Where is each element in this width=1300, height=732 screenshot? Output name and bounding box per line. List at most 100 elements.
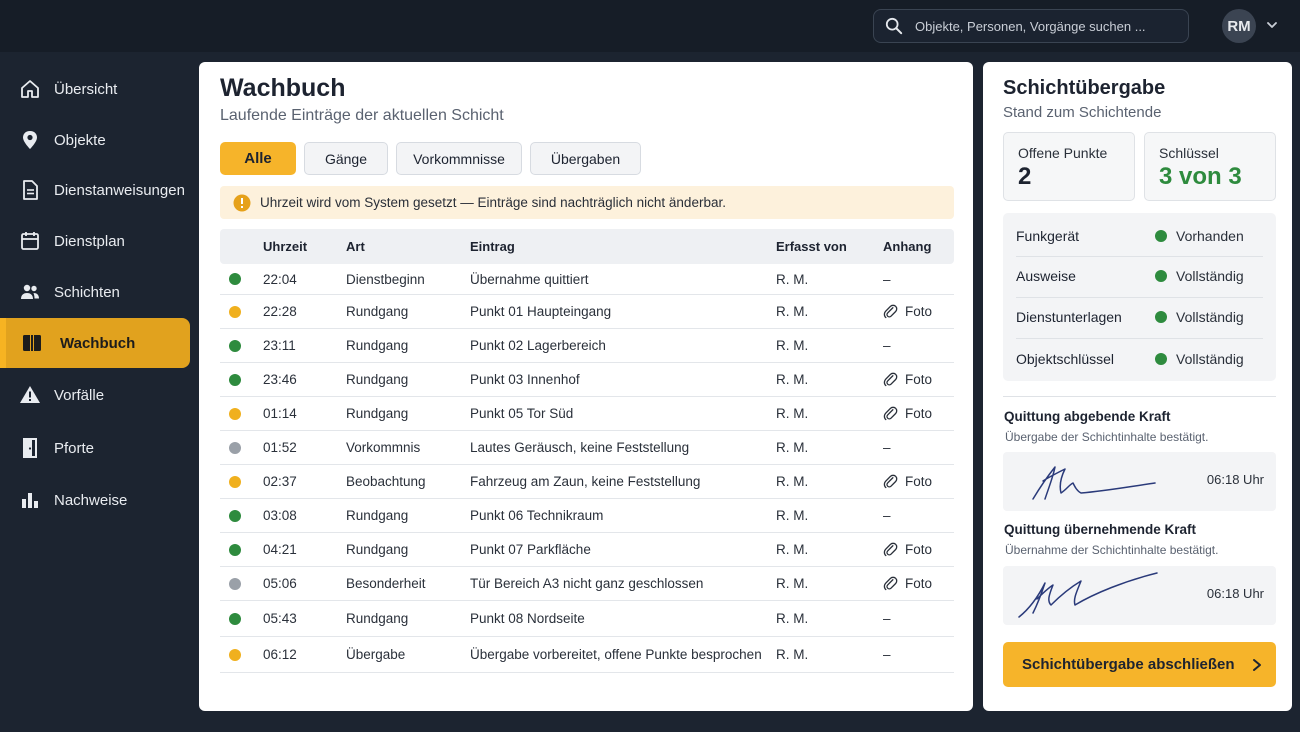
col-header-attachment[interactable]: Anhang [883,239,932,254]
user-avatar[interactable]: RM [1222,9,1256,43]
status-dot [228,407,241,420]
table-row[interactable]: 06:12 Übergabe Übergabe vorbereitet, offen… [220,637,954,673]
cell-time: 01:52 [263,440,297,455]
sign-in-title: Quittung übernehmende Kraft [1004,522,1196,537]
col-header-time[interactable]: Uhrzeit [263,239,308,254]
attachment-label: Foto [905,406,933,421]
cell-attachment[interactable]: Foto [883,542,953,557]
page-title: Wachbuch [220,74,346,102]
attachment-label: – [883,338,891,353]
sidebar-item-pforte[interactable]: Pforte [0,423,190,473]
sign-out-signature[interactable]: 06:18 Uhr [1003,452,1276,511]
attachment-label: – [883,647,891,662]
cell-by: R. M. [776,647,809,662]
status-row-objektschluessel: Objektschlüssel Vollständig [1003,339,1276,379]
cell-attachment[interactable]: Foto [883,576,953,591]
cell-attachment: – [883,338,953,353]
cell-by: R. M. [776,542,809,557]
document-icon [19,179,41,201]
col-header-type[interactable]: Art [346,239,365,254]
table-row[interactable]: 23:46 Rundgang Punkt 03 Innenhof R. M. Foto [220,363,954,397]
keys-label: Schlüssel [1159,145,1219,161]
tab-uebergaben[interactable]: Übergaben [530,142,641,175]
table-body: 22:04 Dienstbeginn Übernahme quittiert R. M… [220,264,954,673]
chevron-down-icon[interactable] [1265,18,1279,32]
cell-attachment: – [883,508,953,523]
sidebar-item-label: Nachweise [54,491,128,509]
cell-type: Übergabe [346,647,406,662]
signature-icon [1018,572,1158,618]
sidebar-item-objekte[interactable]: Objekte [0,115,190,165]
table-row[interactable]: 05:43 Rundgang Punkt 08 Nordseite R. M. – [220,601,954,637]
table-row[interactable]: 04:21 Rundgang Punkt 07 Parkfläche R. M. Fot… [220,533,954,567]
chevron-right-icon [1253,658,1261,671]
cell-by: R. M. [776,406,809,421]
tab-alle[interactable]: Alle [220,142,296,175]
table-row[interactable]: 03:08 Rundgang Punkt 06 Technikraum R. M. – [220,499,954,533]
sign-in-signature[interactable]: 06:18 Uhr [1003,566,1276,625]
sidebar-item-schichten[interactable]: Schichten [0,267,190,317]
table-row[interactable]: 01:52 Vorkommnis Lautes Geräusch, keine Fe… [220,431,954,465]
sidebar-item-dienstanweisungen[interactable]: Dienstanweisungen [0,165,190,215]
table-row[interactable]: 23:11 Rundgang Punkt 02 Lagerbereich R. M. – [220,329,954,363]
sidebar-item-label: Dienstanweisungen [54,181,185,199]
status-indicator [220,373,263,386]
cell-type: Beobachtung [346,474,426,489]
cell-attachment[interactable]: Foto [883,372,953,387]
cell-time: 23:46 [263,372,297,387]
home-icon [19,78,41,100]
cell-attachment[interactable]: Foto [883,304,953,319]
cell-by: R. M. [776,474,809,489]
cell-by: R. M. [776,338,809,353]
open-points-value: 2 [1018,163,1032,190]
sidebar-item-nachweise[interactable]: Nachweise [0,475,190,525]
status-row-ausweise: Ausweise Vollständig [1003,256,1276,296]
sidebar-item-vorfaelle[interactable]: Vorfälle [0,370,190,420]
wachbuch-panel: Wachbuch Laufende Einträge der aktuellen… [199,62,973,711]
sidebar-item-dienstplan[interactable]: Dienstplan [0,216,190,266]
col-header-entry[interactable]: Eintrag [470,239,515,254]
status-dot [228,339,241,352]
sign-out-title: Quittung abgebende Kraft [1004,409,1171,424]
global-search[interactable] [873,9,1189,43]
complete-handover-button[interactable]: Schichtübergabe abschließen [1003,642,1276,687]
cell-type: Vorkommnis [346,440,421,455]
status-indicator [220,339,263,352]
paperclip-icon [883,474,898,489]
cell-entry: Punkt 03 Innenhof [470,372,580,387]
sidebar-item-label: Dienstplan [54,232,125,250]
status-dot [228,441,241,454]
table-row[interactable]: 22:28 Rundgang Punkt 01 Haupteingang R. M. F… [220,295,954,329]
attachment-label: – [883,440,891,455]
col-header-by[interactable]: Erfasst von [776,239,847,254]
cell-time: 05:06 [263,576,297,591]
cell-type: Rundgang [346,406,409,421]
status-dot [228,577,241,590]
cell-entry: Lautes Geräusch, keine Feststellung [470,440,690,455]
status-dot [228,373,241,386]
tab-gaenge[interactable]: Gänge [304,142,388,175]
search-input[interactable] [915,18,1175,34]
cell-by: R. M. [776,304,809,319]
status-indicator [220,648,263,661]
table-row[interactable]: 05:06 Besonderheit Tür Bereich A3 nicht ga… [220,567,954,601]
table-row[interactable]: 02:37 Beobachtung Fahrzeug am Zaun, keine … [220,465,954,499]
notice-text: Uhrzeit wird vom System gesetzt — Einträ… [260,195,726,210]
status-dot [1155,230,1167,242]
table-row[interactable]: 01:14 Rundgang Punkt 05 Tor Süd R. M. Foto [220,397,954,431]
status-dot [228,475,241,488]
cell-entry: Übergabe vorbereitet, offene Punkte besp… [470,647,762,662]
cell-attachment[interactable]: Foto [883,474,953,489]
bar-chart-icon [19,489,41,511]
status-dot [1155,270,1167,282]
cell-entry: Punkt 07 Parkfläche [470,542,591,557]
sidebar-item-wachbuch[interactable]: Wachbuch [0,318,190,368]
sidebar-item-uebersicht[interactable]: Übersicht [0,64,190,114]
attachment-label: – [883,271,891,287]
table-row[interactable]: 22:04 Dienstbeginn Übernahme quittiert R. M… [220,264,954,295]
cell-attachment[interactable]: Foto [883,406,953,421]
cell-type: Rundgang [346,372,409,387]
entries-table: Uhrzeit Art Eintrag Erfasst von Anhang 2… [220,229,954,673]
status-indicator [220,475,263,488]
tab-vorkommnisse[interactable]: Vorkommnisse [396,142,522,175]
